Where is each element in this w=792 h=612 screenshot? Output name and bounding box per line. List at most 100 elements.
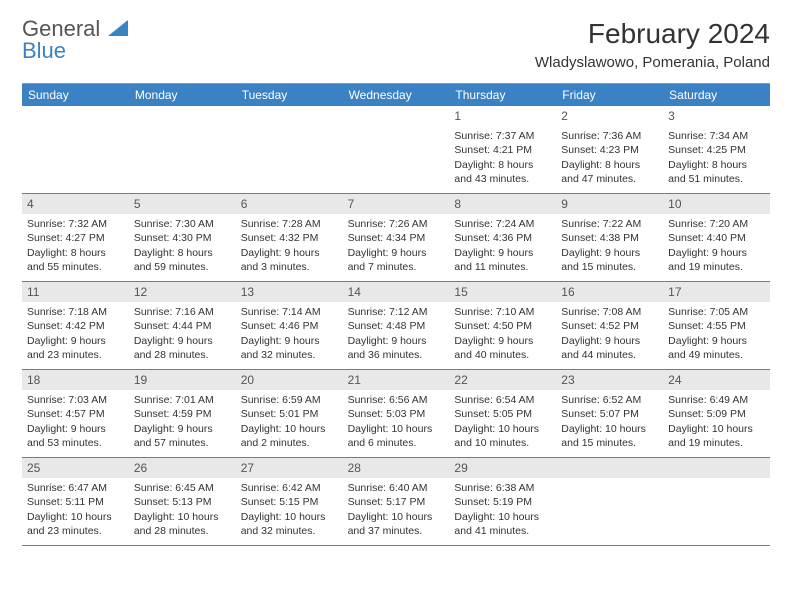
daylight-line2: and 40 minutes. (454, 348, 551, 362)
daylight-line2: and 6 minutes. (348, 436, 445, 450)
day-number: 7 (343, 194, 450, 214)
day-number: 25 (22, 458, 129, 478)
sunset-line: Sunset: 4:44 PM (134, 319, 231, 333)
sunrise-line: Sunrise: 7:28 AM (241, 217, 338, 231)
daylight-line1: Daylight: 8 hours (134, 246, 231, 260)
daylight-line1: Daylight: 10 hours (134, 510, 231, 524)
sunset-line: Sunset: 4:52 PM (561, 319, 658, 333)
sunrise-line: Sunrise: 6:38 AM (454, 481, 551, 495)
daylight-line2: and 47 minutes. (561, 172, 658, 186)
sunrise-line: Sunrise: 6:59 AM (241, 393, 338, 407)
daylight-line2: and 44 minutes. (561, 348, 658, 362)
daylight-line1: Daylight: 9 hours (348, 246, 445, 260)
day-number: 13 (236, 282, 343, 302)
logo-text: General Blue (22, 18, 128, 62)
daylight-line1: Daylight: 10 hours (454, 510, 551, 524)
day-number: 27 (236, 458, 343, 478)
daylight-line1: Daylight: 9 hours (668, 334, 765, 348)
day-cell: 26Sunrise: 6:45 AMSunset: 5:13 PMDayligh… (129, 458, 236, 546)
location: Wladyslawowo, Pomerania, Poland (535, 54, 770, 71)
day-cell: 22Sunrise: 6:54 AMSunset: 5:05 PMDayligh… (449, 370, 556, 458)
daylight-line1: Daylight: 9 hours (241, 334, 338, 348)
sunset-line: Sunset: 4:27 PM (27, 231, 124, 245)
sunrise-line: Sunrise: 7:32 AM (27, 217, 124, 231)
sunset-line: Sunset: 4:36 PM (454, 231, 551, 245)
day-number: 11 (22, 282, 129, 302)
day-header: Saturday (663, 84, 770, 106)
sunrise-line: Sunrise: 7:37 AM (454, 129, 551, 143)
day-cell: 11 Sunrise: 7:18 AMSunset: 4:42 PMDayligh… (22, 282, 129, 370)
day-header: Sunday (22, 84, 129, 106)
day-cell: 1Sunrise: 7:37 AMSunset: 4:21 PMDaylight… (449, 106, 556, 194)
day-cell: 16Sunrise: 7:08 AMSunset: 4:52 PMDayligh… (556, 282, 663, 370)
sunset-line: Sunset: 5:05 PM (454, 407, 551, 421)
sunrise-line: Sunrise: 7:05 AM (668, 305, 765, 319)
day-number: 22 (449, 370, 556, 390)
sunrise-line: Sunrise: 6:56 AM (348, 393, 445, 407)
sunset-line: Sunset: 4:30 PM (134, 231, 231, 245)
daylight-line1: Daylight: 9 hours (668, 246, 765, 260)
day-cell: 20Sunrise: 6:59 AMSunset: 5:01 PMDayligh… (236, 370, 343, 458)
day-cell: 18Sunrise: 7:03 AMSunset: 4:57 PMDayligh… (22, 370, 129, 458)
sunset-line: Sunset: 4:55 PM (668, 319, 765, 333)
sunset-line: Sunset: 5:13 PM (134, 495, 231, 509)
day-number: 1 (449, 106, 556, 126)
day-number: 2 (556, 106, 663, 126)
daylight-line1: Daylight: 10 hours (241, 422, 338, 436)
sunrise-line: Sunrise: 6:52 AM (561, 393, 658, 407)
day-cell: 3Sunrise: 7:34 AMSunset: 4:25 PMDaylight… (663, 106, 770, 194)
logo-line2: Blue (22, 38, 66, 63)
sunrise-line: Sunrise: 6:45 AM (134, 481, 231, 495)
sunrise-line: Sunrise: 7:18 AM (27, 305, 124, 319)
daylight-line1: Daylight: 8 hours (454, 158, 551, 172)
daylight-line2: and 57 minutes. (134, 436, 231, 450)
day-number: 29 (449, 458, 556, 478)
header: General Blue February 2024 Wladyslawowo,… (22, 18, 770, 71)
empty-cell (663, 458, 770, 546)
daylight-line1: Daylight: 9 hours (27, 334, 124, 348)
sunset-line: Sunset: 4:42 PM (27, 319, 124, 333)
day-cell: 23Sunrise: 6:52 AMSunset: 5:07 PMDayligh… (556, 370, 663, 458)
sunrise-line: Sunrise: 7:30 AM (134, 217, 231, 231)
day-cell: 10Sunrise: 7:20 AMSunset: 4:40 PMDayligh… (663, 194, 770, 282)
daylight-line2: and 51 minutes. (668, 172, 765, 186)
sunset-line: Sunset: 4:40 PM (668, 231, 765, 245)
day-cell: 28Sunrise: 6:40 AMSunset: 5:17 PMDayligh… (343, 458, 450, 546)
daylight-line2: and 11 minutes. (454, 260, 551, 274)
daylight-line1: Daylight: 10 hours (454, 422, 551, 436)
day-header: Wednesday (343, 84, 450, 106)
day-number: 16 (556, 282, 663, 302)
day-number: 20 (236, 370, 343, 390)
day-number: 6 (236, 194, 343, 214)
sunrise-line: Sunrise: 7:20 AM (668, 217, 765, 231)
day-number: 24 (663, 370, 770, 390)
day-number: 15 (449, 282, 556, 302)
day-cell: 5Sunrise: 7:30 AMSunset: 4:30 PMDaylight… (129, 194, 236, 282)
sunset-line: Sunset: 4:59 PM (134, 407, 231, 421)
day-number: 18 (22, 370, 129, 390)
daylight-line2: and 32 minutes. (241, 524, 338, 538)
empty-cell (556, 458, 663, 546)
sunset-line: Sunset: 4:48 PM (348, 319, 445, 333)
sunrise-line: Sunrise: 7:08 AM (561, 305, 658, 319)
sunrise-line: Sunrise: 6:47 AM (27, 481, 124, 495)
day-number: 28 (343, 458, 450, 478)
daylight-line2: and 43 minutes. (454, 172, 551, 186)
daylight-line1: Daylight: 8 hours (668, 158, 765, 172)
day-cell: 7Sunrise: 7:26 AMSunset: 4:34 PMDaylight… (343, 194, 450, 282)
day-header: Friday (556, 84, 663, 106)
sunset-line: Sunset: 4:50 PM (454, 319, 551, 333)
daylight-line2: and 28 minutes. (134, 348, 231, 362)
sunrise-line: Sunrise: 7:34 AM (668, 129, 765, 143)
daylight-line1: Daylight: 10 hours (348, 422, 445, 436)
day-cell: 4Sunrise: 7:32 AMSunset: 4:27 PMDaylight… (22, 194, 129, 282)
daylight-line2: and 15 minutes. (561, 260, 658, 274)
day-cell: 9Sunrise: 7:22 AMSunset: 4:38 PMDaylight… (556, 194, 663, 282)
sunset-line: Sunset: 5:15 PM (241, 495, 338, 509)
daylight-line2: and 23 minutes. (27, 524, 124, 538)
day-cell: 21Sunrise: 6:56 AMSunset: 5:03 PMDayligh… (343, 370, 450, 458)
day-cell: 15Sunrise: 7:10 AMSunset: 4:50 PMDayligh… (449, 282, 556, 370)
daylight-line1: Daylight: 9 hours (134, 422, 231, 436)
daylight-line2: and 49 minutes. (668, 348, 765, 362)
day-number: 9 (556, 194, 663, 214)
